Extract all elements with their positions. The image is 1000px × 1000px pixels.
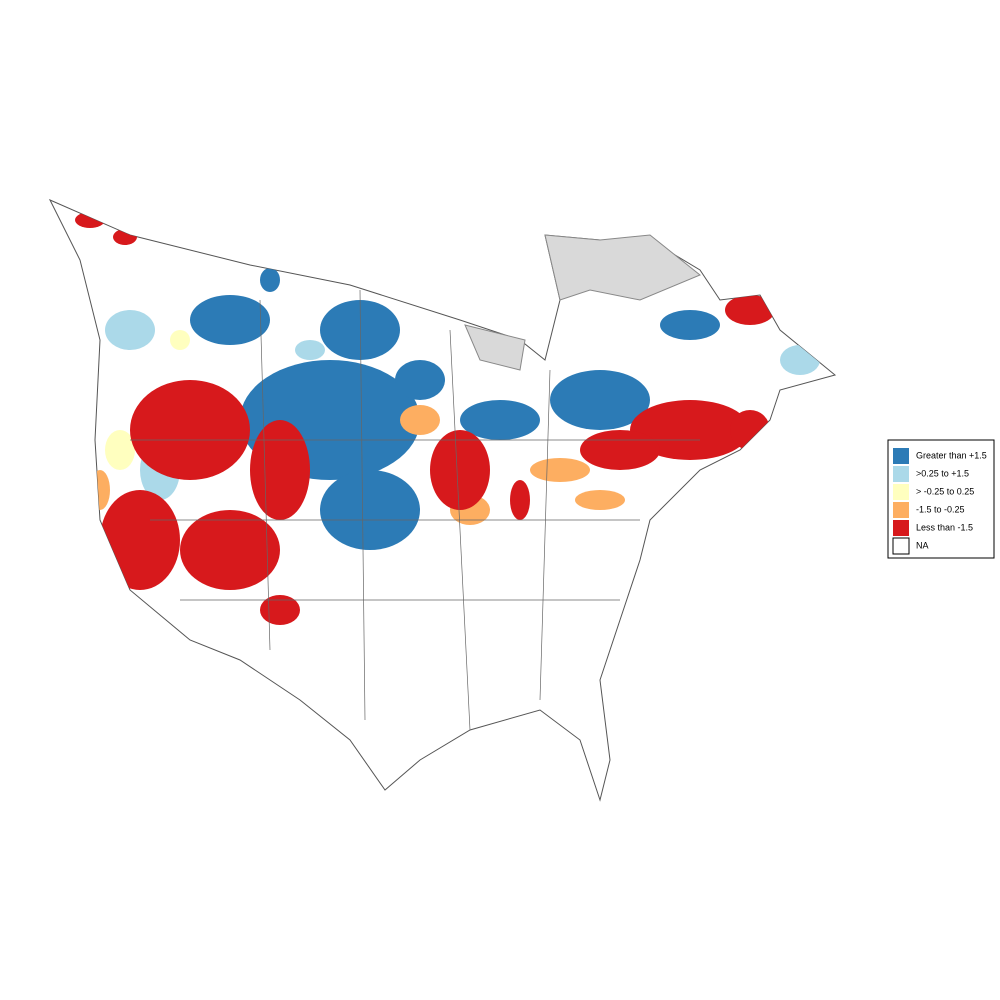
raster-cell bbox=[260, 595, 300, 625]
legend-label: -1.5 to -0.25 bbox=[916, 504, 965, 514]
raster-cell bbox=[580, 430, 660, 470]
boundaries bbox=[130, 289, 700, 731]
legend-label: Less than -1.5 bbox=[916, 522, 973, 532]
raster-cell bbox=[190, 295, 270, 345]
raster-cell bbox=[400, 405, 440, 435]
raster-cell bbox=[105, 430, 135, 470]
raster-cell bbox=[180, 510, 280, 590]
raster-cell bbox=[113, 229, 137, 245]
legend-swatch bbox=[893, 484, 909, 500]
raster-layer bbox=[75, 212, 820, 625]
legend-swatch bbox=[893, 466, 909, 482]
raster-cell bbox=[260, 268, 280, 292]
legend-label: NA bbox=[916, 540, 929, 550]
raster-cell bbox=[75, 212, 105, 228]
raster-cell bbox=[725, 295, 775, 325]
raster-cell bbox=[630, 400, 750, 460]
raster-cell bbox=[730, 410, 770, 450]
raster-cell bbox=[780, 345, 820, 375]
raster-cell bbox=[105, 310, 155, 350]
raster-cell bbox=[575, 490, 625, 510]
raster-cell bbox=[295, 340, 325, 360]
legend-label: > -0.25 to 0.25 bbox=[916, 486, 974, 496]
legend-swatch bbox=[893, 502, 909, 518]
legend-label: >0.25 to +1.5 bbox=[916, 468, 969, 478]
raster-cell bbox=[130, 380, 250, 480]
raster-cell bbox=[430, 430, 490, 510]
raster-cell bbox=[510, 480, 530, 520]
legend-label: Greater than +1.5 bbox=[916, 450, 987, 460]
na-region bbox=[544, 234, 701, 301]
raster-cell bbox=[100, 490, 180, 590]
na-region bbox=[464, 324, 526, 371]
legend: Greater than +1.5 >0.25 to +1.5 > -0.25 to… bbox=[887, 439, 995, 559]
raster-cell bbox=[530, 458, 590, 482]
raster-cell bbox=[320, 300, 400, 360]
raster-cell bbox=[320, 470, 420, 550]
legend-swatch bbox=[893, 520, 909, 536]
raster-cell bbox=[250, 420, 310, 520]
legend-swatch bbox=[892, 537, 910, 555]
raster-cell bbox=[460, 400, 540, 440]
raster-cell bbox=[90, 470, 110, 510]
raster-cell bbox=[550, 370, 650, 430]
raster-cell bbox=[170, 330, 190, 350]
raster-cell bbox=[395, 360, 445, 400]
raster-cell bbox=[660, 310, 720, 340]
legend-swatch bbox=[893, 448, 909, 464]
